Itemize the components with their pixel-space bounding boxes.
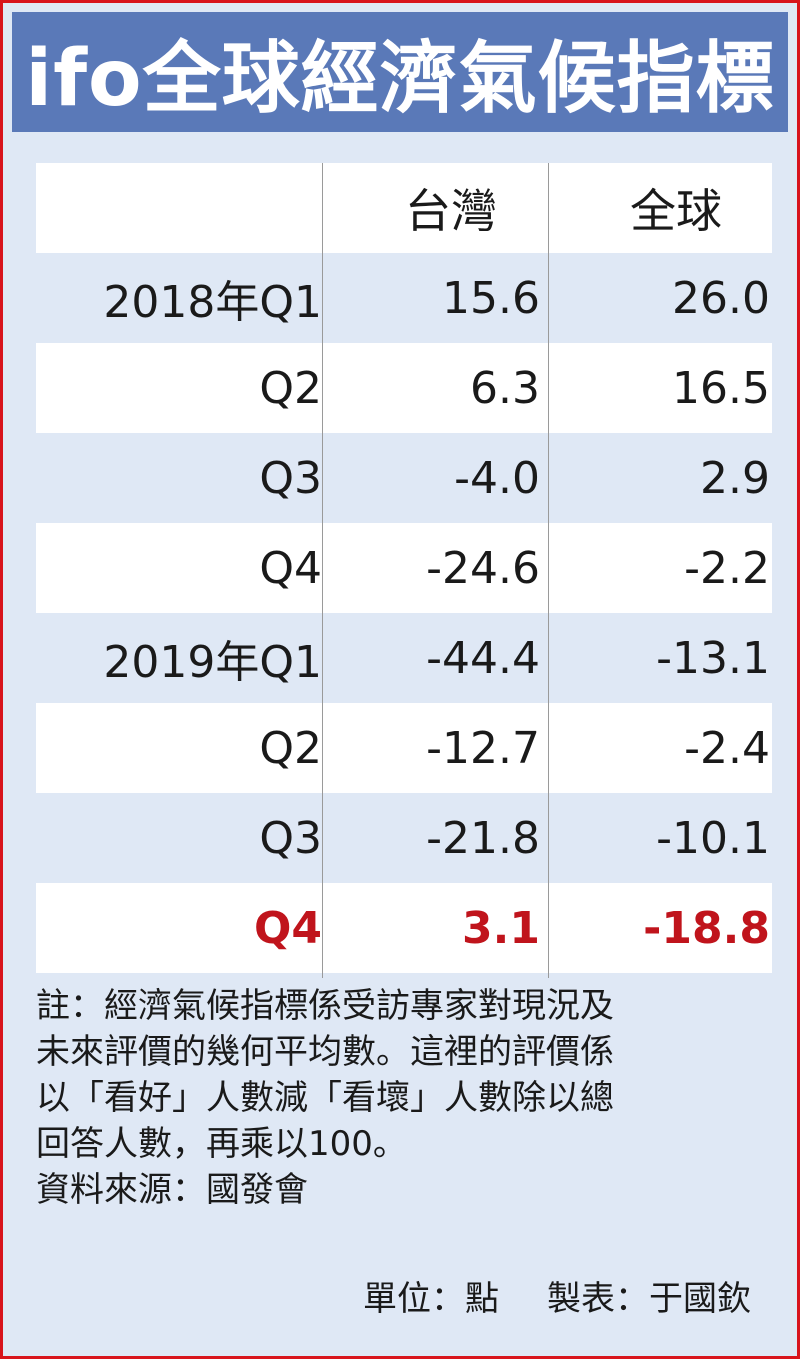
taiwan-value: 3.1 <box>462 902 540 954</box>
global-value: -18.8 <box>643 902 770 954</box>
taiwan-value: -21.8 <box>426 812 540 864</box>
table-row: Q3 -21.8 -10.1 <box>36 793 772 883</box>
row-label: Q2 <box>259 362 322 414</box>
row-label: Q4 <box>253 902 322 954</box>
chart-title: ifo全球經濟氣候指標 <box>12 12 788 132</box>
taiwan-value: 15.6 <box>442 272 540 324</box>
table-row: Q3 -4.0 2.9 <box>36 433 772 523</box>
column-header-global: 全球 <box>630 184 722 238</box>
table-row: Q2 6.3 16.5 <box>36 343 772 433</box>
table-row: Q4 -24.6 -2.2 <box>36 523 772 613</box>
taiwan-value: -12.7 <box>426 722 540 774</box>
column-header-taiwan: 台灣 <box>405 184 497 238</box>
source-line: 資料來源：國發會 <box>36 1170 308 1210</box>
maker-label: 製表：于國欽 <box>547 1279 751 1319</box>
table-row-highlighted: Q4 3.1 -18.8 <box>36 883 772 973</box>
row-label: Q2 <box>259 722 322 774</box>
row-label: Q3 <box>259 812 322 864</box>
footnote-line: 以「看好」人數減「看壞」人數除以總 <box>36 1078 614 1118</box>
row-label: Q4 <box>259 542 322 594</box>
global-value: -2.2 <box>684 542 770 594</box>
global-value: 26.0 <box>672 272 770 324</box>
row-label: 2019年Q1 <box>103 637 322 688</box>
global-value: -2.4 <box>684 722 770 774</box>
credit-line: 單位：點 製表：于國欽 <box>363 1271 751 1320</box>
row-label: 2018年Q1 <box>103 277 322 328</box>
footnote: 註：經濟氣候指標係受訪專家對現況及 未來評價的幾何平均數。這裡的評價係 以「看好… <box>36 983 776 1213</box>
global-value: 16.5 <box>672 362 770 414</box>
table-row: Q2 -12.7 -2.4 <box>36 703 772 793</box>
footnote-line: 註：經濟氣候指標係受訪專家對現況及 <box>36 986 614 1026</box>
unit-label: 單位：點 <box>363 1279 499 1319</box>
row-label: Q3 <box>259 452 322 504</box>
table-header: 台灣 全球 <box>36 163 772 253</box>
taiwan-value: 6.3 <box>470 362 540 414</box>
taiwan-value: -4.0 <box>454 452 540 504</box>
table-row: 2019年Q1 -44.4 -13.1 <box>36 613 772 703</box>
taiwan-value: -44.4 <box>426 632 540 684</box>
footnote-line: 回答人數，再乘以100。 <box>36 1124 407 1164</box>
global-value: 2.9 <box>700 452 770 504</box>
footnote-line: 未來評價的幾何平均數。這裡的評價係 <box>36 1032 614 1072</box>
global-value: -13.1 <box>656 632 770 684</box>
global-value: -10.1 <box>656 812 770 864</box>
taiwan-value: -24.6 <box>426 542 540 594</box>
table-row: 2018年Q1 15.6 26.0 <box>36 253 772 343</box>
column-divider <box>322 163 323 978</box>
column-divider <box>548 163 549 978</box>
data-table: 台灣 全球 2018年Q1 15.6 26.0 Q2 6.3 16.5 Q3 -… <box>36 163 772 978</box>
